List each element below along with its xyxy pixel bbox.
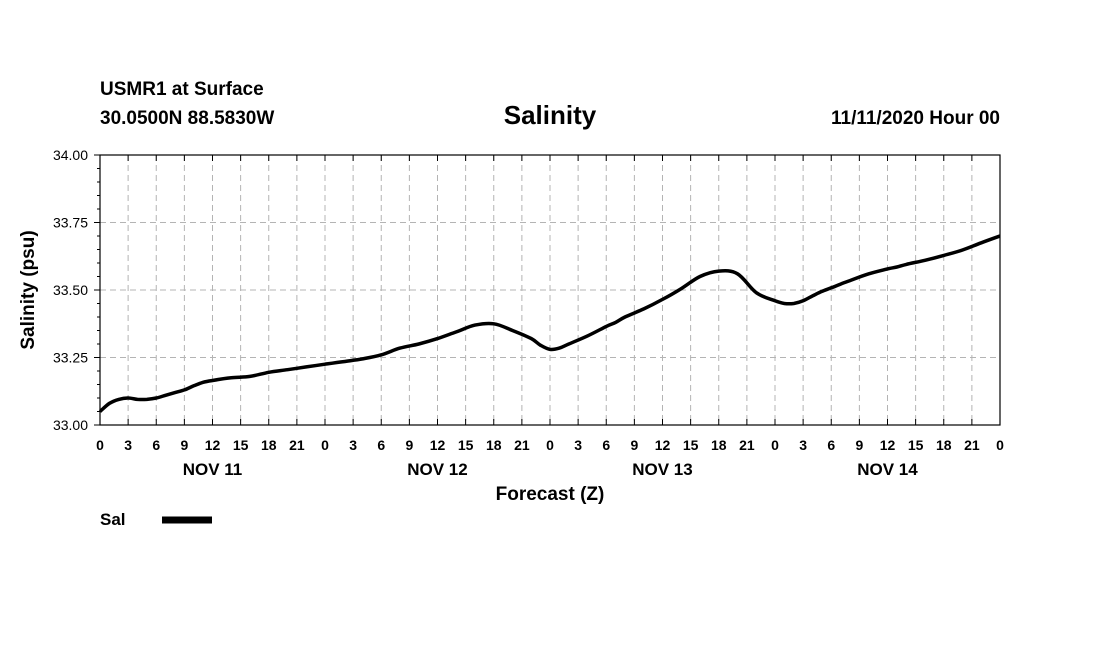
y-tick-label: 34.00 bbox=[53, 147, 88, 163]
x-tick-label: 6 bbox=[377, 437, 385, 453]
x-tick-label: 18 bbox=[261, 437, 277, 453]
x-tick-label: 12 bbox=[655, 437, 671, 453]
x-tick-label: 21 bbox=[964, 437, 980, 453]
y-tick-label: 33.25 bbox=[53, 350, 88, 366]
series-layer bbox=[98, 234, 1001, 413]
series-line-sal bbox=[98, 234, 1001, 413]
x-tick-label: 12 bbox=[430, 437, 446, 453]
plot-frame bbox=[99, 154, 1001, 426]
day-label: NOV 13 bbox=[632, 460, 692, 479]
axes: 0 3 6 9 12 15 18 21 0 3 6 9 12 15 18 21 0 3 6 9 12 15 18 21 0 3 6 9… bbox=[53, 147, 1004, 479]
x-tick-label: 18 bbox=[936, 437, 952, 453]
day-label: NOV 12 bbox=[407, 460, 467, 479]
x-tick-label: 9 bbox=[180, 437, 188, 453]
x-tick-label: 0 bbox=[546, 437, 554, 453]
x-tick-label: 18 bbox=[711, 437, 727, 453]
x-tick-label: 9 bbox=[855, 437, 863, 453]
y-tick-label: 33.75 bbox=[53, 215, 88, 231]
x-tick-label: 0 bbox=[996, 437, 1004, 453]
x-tick-label: 3 bbox=[349, 437, 357, 453]
x-tick-label: 6 bbox=[602, 437, 610, 453]
x-tick-label: 15 bbox=[233, 437, 249, 453]
x-tick-label: 0 bbox=[771, 437, 779, 453]
x-tick-label: 0 bbox=[321, 437, 329, 453]
chart-title: Salinity bbox=[504, 100, 597, 130]
legend-label: Sal bbox=[100, 510, 126, 529]
x-tick-label: 21 bbox=[514, 437, 530, 453]
x-tick-label: 6 bbox=[827, 437, 835, 453]
day-label: NOV 11 bbox=[183, 460, 243, 479]
x-tick-label: 12 bbox=[880, 437, 896, 453]
x-tick-label: 3 bbox=[124, 437, 132, 453]
x-tick-label: 0 bbox=[96, 437, 104, 453]
y-tick-label: 33.50 bbox=[53, 282, 88, 298]
x-tick-label: 3 bbox=[799, 437, 807, 453]
x-tick-label: 15 bbox=[458, 437, 474, 453]
x-axis-label: Forecast (Z) bbox=[496, 484, 605, 505]
x-tick-label: 9 bbox=[630, 437, 638, 453]
x-tick-label: 15 bbox=[908, 437, 924, 453]
x-tick-label: 6 bbox=[152, 437, 160, 453]
station-label: USMR1 at Surface bbox=[100, 79, 264, 100]
x-tick-label: 18 bbox=[486, 437, 502, 453]
x-tick-label: 3 bbox=[574, 437, 582, 453]
day-label: NOV 14 bbox=[857, 460, 918, 479]
x-tick-label: 21 bbox=[739, 437, 755, 453]
forecast-date-label: 11/11/2020 Hour 00 bbox=[831, 108, 1000, 129]
x-tick-label: 12 bbox=[205, 437, 221, 453]
x-tick-label: 21 bbox=[289, 437, 305, 453]
x-tick-label: 9 bbox=[405, 437, 413, 453]
y-axis-label: Salinity (psu) bbox=[18, 230, 39, 349]
grid bbox=[100, 155, 1000, 425]
x-tick-label: 15 bbox=[683, 437, 699, 453]
y-tick-label: 33.00 bbox=[53, 417, 88, 433]
coordinates-label: 30.0500N 88.5830W bbox=[100, 108, 274, 129]
